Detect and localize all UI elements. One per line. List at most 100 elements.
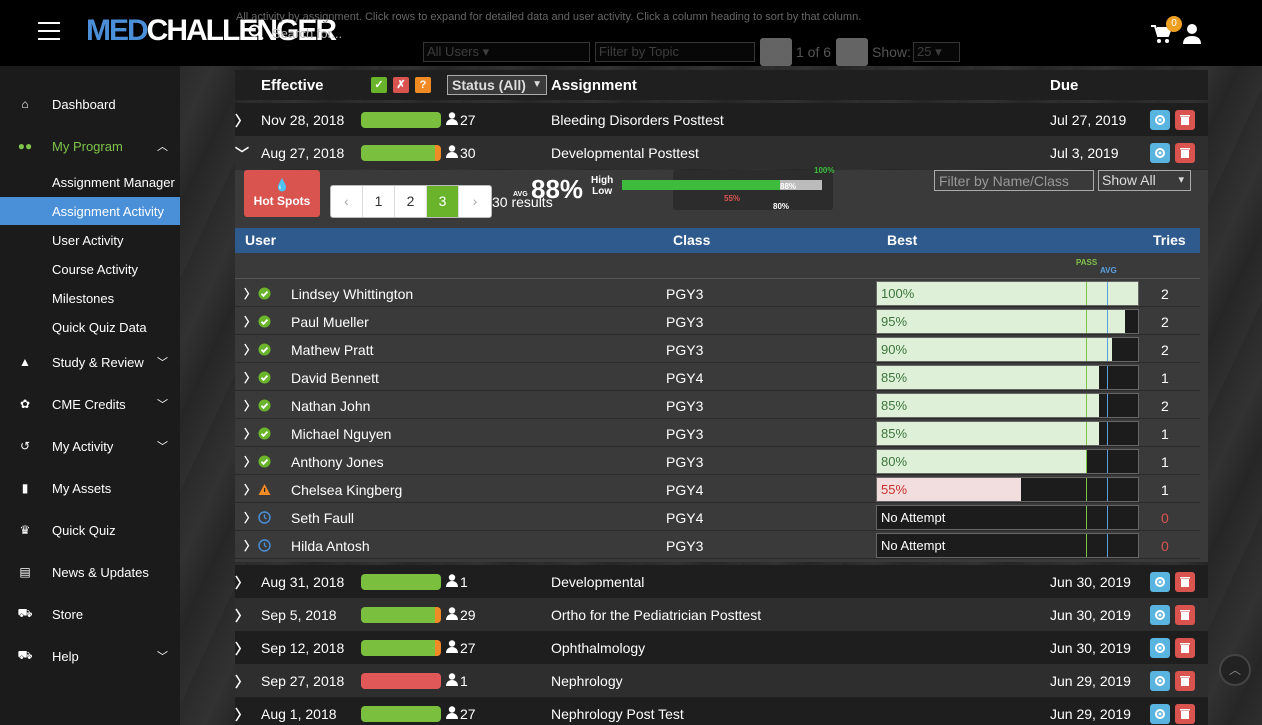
assignment-row[interactable]: 〉 Sep 5, 2018 29 Ortho for the Pediatrician… <box>235 598 1208 631</box>
delete-button[interactable] <box>1175 671 1195 691</box>
hamburger-menu-icon[interactable] <box>38 22 60 40</box>
chevron-right-icon[interactable]: 〉 <box>244 315 257 329</box>
chevron-right-icon[interactable]: 〉 <box>235 641 249 657</box>
chevron-right-icon[interactable]: 〉 <box>244 483 257 497</box>
chevron-down-icon[interactable]: ﹀ <box>235 146 249 162</box>
prev-page-button[interactable] <box>760 38 792 66</box>
settings-button[interactable] <box>1150 638 1170 658</box>
effective-date: Aug 27, 2018 <box>261 145 345 161</box>
pager-next[interactable]: › <box>472 193 478 209</box>
user-row[interactable]: 〉 Chelsea Kingberg PGY4 55% 1 <box>235 475 1200 503</box>
caret-down-icon: ▾ <box>1178 174 1184 186</box>
assignment-row[interactable]: 〉 Aug 1, 2018 27 Nephrology Post Test Jun 29… <box>235 697 1208 725</box>
show-count-select[interactable]: 25 ▾ <box>913 42 960 62</box>
settings-button[interactable] <box>1150 605 1170 625</box>
user-row[interactable]: 〉 Paul Mueller PGY3 95% 2 <box>235 307 1200 335</box>
settings-button[interactable] <box>1150 572 1170 592</box>
filter-name-class-input[interactable] <box>934 170 1094 191</box>
col-user[interactable]: User <box>245 232 277 248</box>
best-score: No Attempt <box>881 538 946 553</box>
chevron-right-icon[interactable]: 〉 <box>244 455 257 469</box>
assignment-row[interactable]: 〉 Nov 28, 2018 27 Bleeding Disorders Postte… <box>235 103 1208 136</box>
settings-button[interactable] <box>1150 704 1170 724</box>
col-best[interactable]: Best <box>887 232 918 248</box>
sidebar-subitem-user-activity[interactable]: User Activity <box>0 226 180 254</box>
user-row[interactable]: 〉 Michael Nguyen PGY3 85% 1 <box>235 419 1200 447</box>
sidebar-subitem-quick-quiz-data[interactable]: Quick Quiz Data <box>0 313 180 341</box>
search-input[interactable] <box>272 22 472 44</box>
sidebar-item-news-updates[interactable]: ▤ News & Updates <box>0 558 180 586</box>
sidebar-item-store[interactable]: ⛟ Store <box>0 600 180 628</box>
chevron-right-icon[interactable]: 〉 <box>235 608 249 624</box>
col-effective[interactable]: Effective <box>261 77 324 94</box>
user-filter-select[interactable]: All Users ▾ <box>423 42 590 62</box>
show-all-select[interactable]: Show All ▾ <box>1098 170 1191 191</box>
col-assignment[interactable]: Assignment <box>551 77 637 94</box>
next-page-button[interactable] <box>836 38 868 66</box>
sidebar-item-quick-quiz[interactable]: ♛ Quick Quiz <box>0 516 180 544</box>
pager-page-3[interactable]: 3 <box>427 186 459 217</box>
pager-page-1[interactable]: 1 <box>363 186 395 217</box>
chevron-right-icon[interactable]: 〉 <box>235 674 249 690</box>
chevron-right-icon[interactable]: 〉 <box>244 427 257 441</box>
chevron-down-icon: ﹀ <box>157 357 168 369</box>
user-row[interactable]: 〉 Seth Faull PGY4 No Attempt 0 <box>235 503 1200 531</box>
chevron-right-icon[interactable]: 〉 <box>244 287 257 301</box>
chevron-right-icon[interactable]: 〉 <box>235 113 249 129</box>
chevron-right-icon[interactable]: 〉 <box>244 371 257 385</box>
settings-button[interactable] <box>1150 110 1170 130</box>
sidebar-item-study-review[interactable]: ▲ Study & Review ﹀ <box>0 348 180 376</box>
delete-button[interactable] <box>1175 572 1195 592</box>
assignment-row[interactable]: 〉 Aug 31, 2018 1 Developmental Jun 30, 2019 <box>235 565 1208 598</box>
status-select[interactable]: Status (All) ▼ <box>447 75 547 95</box>
sidebar-item-dashboard[interactable]: ⌂ Dashboard <box>0 90 180 118</box>
sidebar-item-help[interactable]: ⛟ Help ﹀ <box>0 642 180 670</box>
filter-passed-button[interactable]: ✓ <box>371 77 387 93</box>
delete-button[interactable] <box>1175 143 1195 163</box>
delete-button[interactable] <box>1175 704 1195 724</box>
col-class[interactable]: Class <box>673 232 711 248</box>
user-row[interactable]: 〉 Hilda Antosh PGY3 No Attempt 0 <box>235 531 1200 559</box>
user-row[interactable]: 〉 Anthony Jones PGY3 80% 1 <box>235 447 1200 475</box>
sidebar-item-label: CME Credits <box>52 396 126 412</box>
sidebar-subitem-assignment-manager[interactable]: Assignment Manager <box>0 168 180 196</box>
delete-button[interactable] <box>1175 638 1195 658</box>
assignment-row[interactable]: 〉 Sep 12, 2018 27 Ophthalmology Jun 30, 2019 <box>235 631 1208 664</box>
pager-page-2[interactable]: 2 <box>395 186 427 217</box>
sidebar-item-my-program[interactable]: ●● My Program ︿ <box>0 132 180 160</box>
chevron-right-icon[interactable]: 〉 <box>235 707 249 723</box>
sidebar-subitem-assignment-activity[interactable]: Assignment Activity <box>0 197 180 225</box>
avg-line <box>1107 534 1108 557</box>
scroll-to-top-button[interactable]: ︿ <box>1219 654 1251 686</box>
col-due[interactable]: Due <box>1050 77 1079 94</box>
delete-button[interactable] <box>1175 110 1195 130</box>
chevron-right-icon[interactable]: 〉 <box>244 399 257 413</box>
topic-filter-input[interactable]: Filter by Topic <box>595 42 755 62</box>
chevron-down-icon: ﹀ <box>157 651 168 663</box>
settings-button[interactable] <box>1150 671 1170 691</box>
chevron-right-icon[interactable]: 〉 <box>244 539 257 553</box>
filter-unknown-button[interactable]: ? <box>415 77 431 93</box>
settings-button[interactable] <box>1150 143 1170 163</box>
user-row[interactable]: 〉 Lindsey Whittington PGY3 100% 2 <box>235 279 1200 307</box>
user-row[interactable]: 〉 Mathew Pratt PGY3 90% 2 <box>235 335 1200 363</box>
delete-button[interactable] <box>1175 605 1195 625</box>
chevron-right-icon[interactable]: 〉 <box>244 343 257 357</box>
hot-spots-button[interactable]: 💧 Hot Spots <box>244 170 320 217</box>
user-row[interactable]: 〉 Nathan John PGY3 85% 2 <box>235 391 1200 419</box>
sidebar-item-my-activity[interactable]: ↺ My Activity ﹀ <box>0 432 180 460</box>
col-tries[interactable]: Tries <box>1153 232 1186 248</box>
sidebar-subitem-milestones[interactable]: Milestones <box>0 284 180 312</box>
assignment-row[interactable]: ﹀ Aug 27, 2018 30 Developmental Posttest Jul… <box>235 136 1208 169</box>
pager-prev[interactable]: ‹ <box>331 186 363 217</box>
filter-failed-button[interactable]: ✗ <box>393 77 409 93</box>
user-row[interactable]: 〉 David Bennett PGY4 85% 1 <box>235 363 1200 391</box>
chevron-right-icon[interactable]: 〉 <box>235 575 249 591</box>
user-icon[interactable] <box>1183 24 1201 44</box>
assignment-row[interactable]: 〉 Sep 27, 2018 1 Nephrology Jun 29, 2019 <box>235 664 1208 697</box>
user-name: Lindsey Whittington <box>291 286 414 302</box>
sidebar-item-cme-credits[interactable]: ✿ CME Credits ﹀ <box>0 390 180 418</box>
sidebar-subitem-course-activity[interactable]: Course Activity <box>0 255 180 283</box>
sidebar-item-my-assets[interactable]: ▮ My Assets <box>0 474 180 502</box>
chevron-right-icon[interactable]: 〉 <box>244 511 257 525</box>
